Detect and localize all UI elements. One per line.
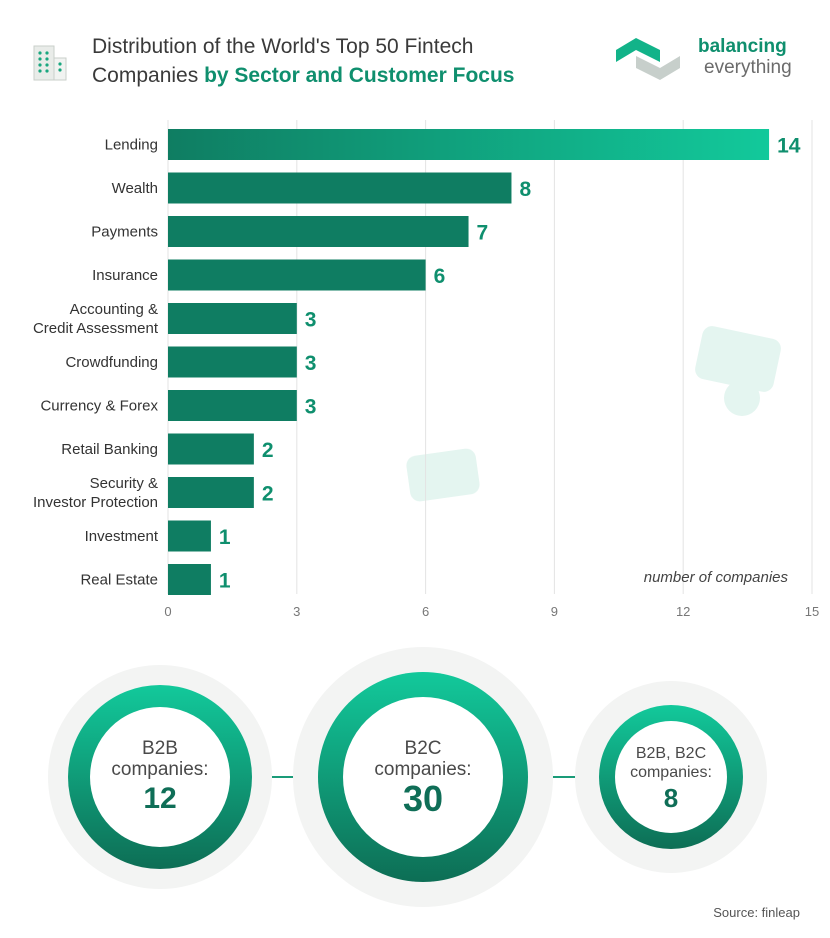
value-label: 14 (777, 135, 801, 158)
x-axis-label: number of companies (644, 569, 789, 586)
bar (168, 129, 770, 160)
bar (168, 303, 297, 334)
x-tick-label: 15 (805, 604, 819, 619)
value-label: 2 (262, 483, 274, 506)
title-accent: by Sector and Customer Focus (204, 64, 515, 87)
bar (168, 172, 512, 204)
b2c-label-1: B2C (404, 738, 442, 759)
category-labels: Lending Wealth Payments Insurance Accounting… (33, 137, 159, 589)
bar (168, 520, 211, 552)
value-label: 1 (219, 526, 231, 549)
category-label: Payments (91, 224, 158, 241)
bar (168, 346, 297, 378)
both-stat: B2B, B2C companies: 8 (616, 744, 726, 814)
b2b-stat: B2B companies: 12 (100, 738, 220, 818)
b2c-value: 30 (402, 778, 444, 819)
b2c-stat: B2C companies: 30 (353, 738, 493, 818)
value-label: 3 (305, 396, 317, 419)
b2b-label-2: companies: (111, 759, 209, 780)
balancing-everything-logo-icon (616, 38, 680, 80)
value-label: 8 (519, 178, 531, 201)
value-label: 2 (262, 439, 274, 462)
category-label: Retail Banking (61, 441, 158, 458)
category-label: Real Estate (80, 572, 158, 589)
bubble-b2b-center (90, 707, 230, 847)
x-tick-label: 0 (164, 604, 171, 619)
x-tick-label: 3 (293, 604, 300, 619)
both-value: 8 (663, 783, 679, 813)
source-note: Source: finleap (713, 905, 800, 920)
category-label: Crowdfunding (65, 354, 158, 371)
customer-focus-circles (48, 647, 767, 907)
b2c-label-2: companies: (374, 759, 472, 780)
value-label: 7 (477, 222, 489, 245)
b2b-value: 12 (143, 782, 177, 815)
bubble-both-center (615, 721, 727, 833)
brand-tagline: everything (704, 57, 792, 78)
x-tick-label: 12 (676, 604, 690, 619)
bar (168, 216, 469, 247)
bubble-b2c-center (343, 697, 503, 857)
title-line-1: Distribution of the World's Top 50 Finte… (92, 35, 474, 58)
brand-name: balancing (698, 36, 787, 57)
value-label: 6 (434, 265, 446, 288)
bars (168, 129, 770, 595)
bar (168, 259, 426, 291)
value-labels: 14 8 7 6 3 3 3 2 2 1 1 (219, 135, 801, 593)
value-label: 3 (305, 309, 317, 332)
title-line-2: Companies by Sector and Customer Focus (92, 61, 514, 90)
bar (168, 477, 254, 508)
both-label-1: B2B, B2C (635, 745, 707, 762)
header: Distribution of the World's Top 50 Finte… (0, 0, 830, 110)
category-label: Insurance (92, 267, 158, 284)
category-label: Currency & Forex (40, 398, 158, 415)
category-label: Investment (85, 528, 159, 545)
bar (168, 564, 211, 595)
x-tick-label: 6 (422, 604, 429, 619)
value-label: 3 (305, 352, 317, 375)
category-label: Wealth (112, 180, 158, 197)
watermark-shapes (406, 326, 781, 502)
title-plain: Companies (92, 64, 205, 87)
category-label: Security & Investor Protection (33, 475, 158, 511)
customer-focus-section: B2B companies: 12 B2C companies: 30 B2B,… (0, 640, 830, 910)
sector-bar-chart: Lending Wealth Payments Insurance Accounting… (33, 120, 819, 619)
value-label: 1 (219, 570, 231, 593)
both-label-2: companies: (630, 764, 712, 781)
building-icon (33, 45, 67, 81)
x-axis-ticks: 0 3 6 9 12 15 (164, 604, 819, 619)
page-title: Distribution of the World's Top 50 Finte… (92, 32, 514, 90)
bar (168, 390, 297, 421)
category-label: Lending (105, 137, 158, 154)
x-tick-label: 9 (551, 604, 558, 619)
b2b-label-1: B2B (142, 738, 178, 759)
bar (168, 433, 254, 465)
category-label: Accounting & Credit Assessment (33, 301, 159, 337)
